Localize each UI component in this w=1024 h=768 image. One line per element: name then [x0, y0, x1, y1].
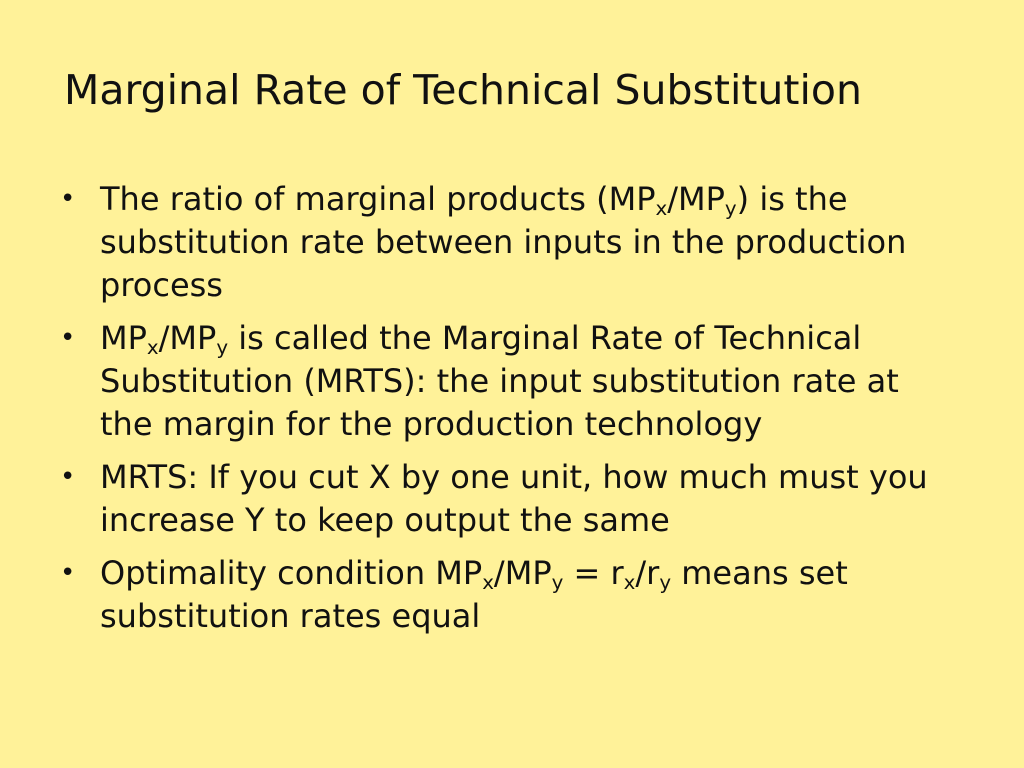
subscript: y — [724, 196, 737, 220]
bullet-list: • The ratio of marginal products (MPx/MP… — [58, 178, 958, 638]
text-segment: MP — [100, 319, 147, 357]
subscript: x — [655, 196, 668, 220]
subscript: y — [551, 570, 564, 594]
bullet-icon: • — [60, 558, 76, 588]
bullet-item: • MPx/MPy is called the Marginal Rate of… — [58, 317, 958, 446]
text-segment: /r — [635, 554, 660, 592]
subscript: y — [216, 335, 229, 359]
subscript: x — [146, 335, 159, 359]
text-segment: /MP — [667, 180, 725, 218]
text-segment: Optimality condition MP — [100, 554, 483, 592]
bullet-text: MPx/MPy is called the Marginal Rate of T… — [100, 319, 899, 443]
text-segment: The ratio of marginal products (MP — [100, 180, 656, 218]
bullet-text: MRTS: If you cut X by one unit, how much… — [100, 458, 928, 539]
text-segment: /MP — [493, 554, 552, 592]
slide-title: Marginal Rate of Technical Substitution — [64, 66, 862, 114]
text-segment: ) is the substitution rate between input… — [100, 180, 907, 304]
text-segment: is called the Marginal Rate of Technical… — [100, 319, 899, 443]
text-segment: means set substitution rates equal — [100, 554, 848, 635]
text-segment: MRTS: If you cut X by one unit, how much… — [100, 458, 928, 539]
bullet-icon: • — [60, 323, 76, 353]
bullet-icon: • — [60, 462, 76, 492]
bullet-item: • The ratio of marginal products (MPx/MP… — [58, 178, 958, 307]
subscript: x — [482, 570, 494, 594]
bullet-item: • Optimality condition MPx/MPy = rx/ry m… — [58, 552, 958, 638]
subscript: y — [659, 570, 672, 594]
bullet-icon: • — [60, 184, 76, 214]
bullet-item: • MRTS: If you cut X by one unit, how mu… — [58, 456, 958, 542]
text-segment: = r — [563, 554, 624, 592]
bullet-text: The ratio of marginal products (MPx/MPy)… — [100, 180, 906, 304]
text-segment: /MP — [158, 319, 217, 357]
bullet-text: Optimality condition MPx/MPy = rx/ry mea… — [100, 554, 848, 635]
subscript: x — [623, 570, 636, 594]
